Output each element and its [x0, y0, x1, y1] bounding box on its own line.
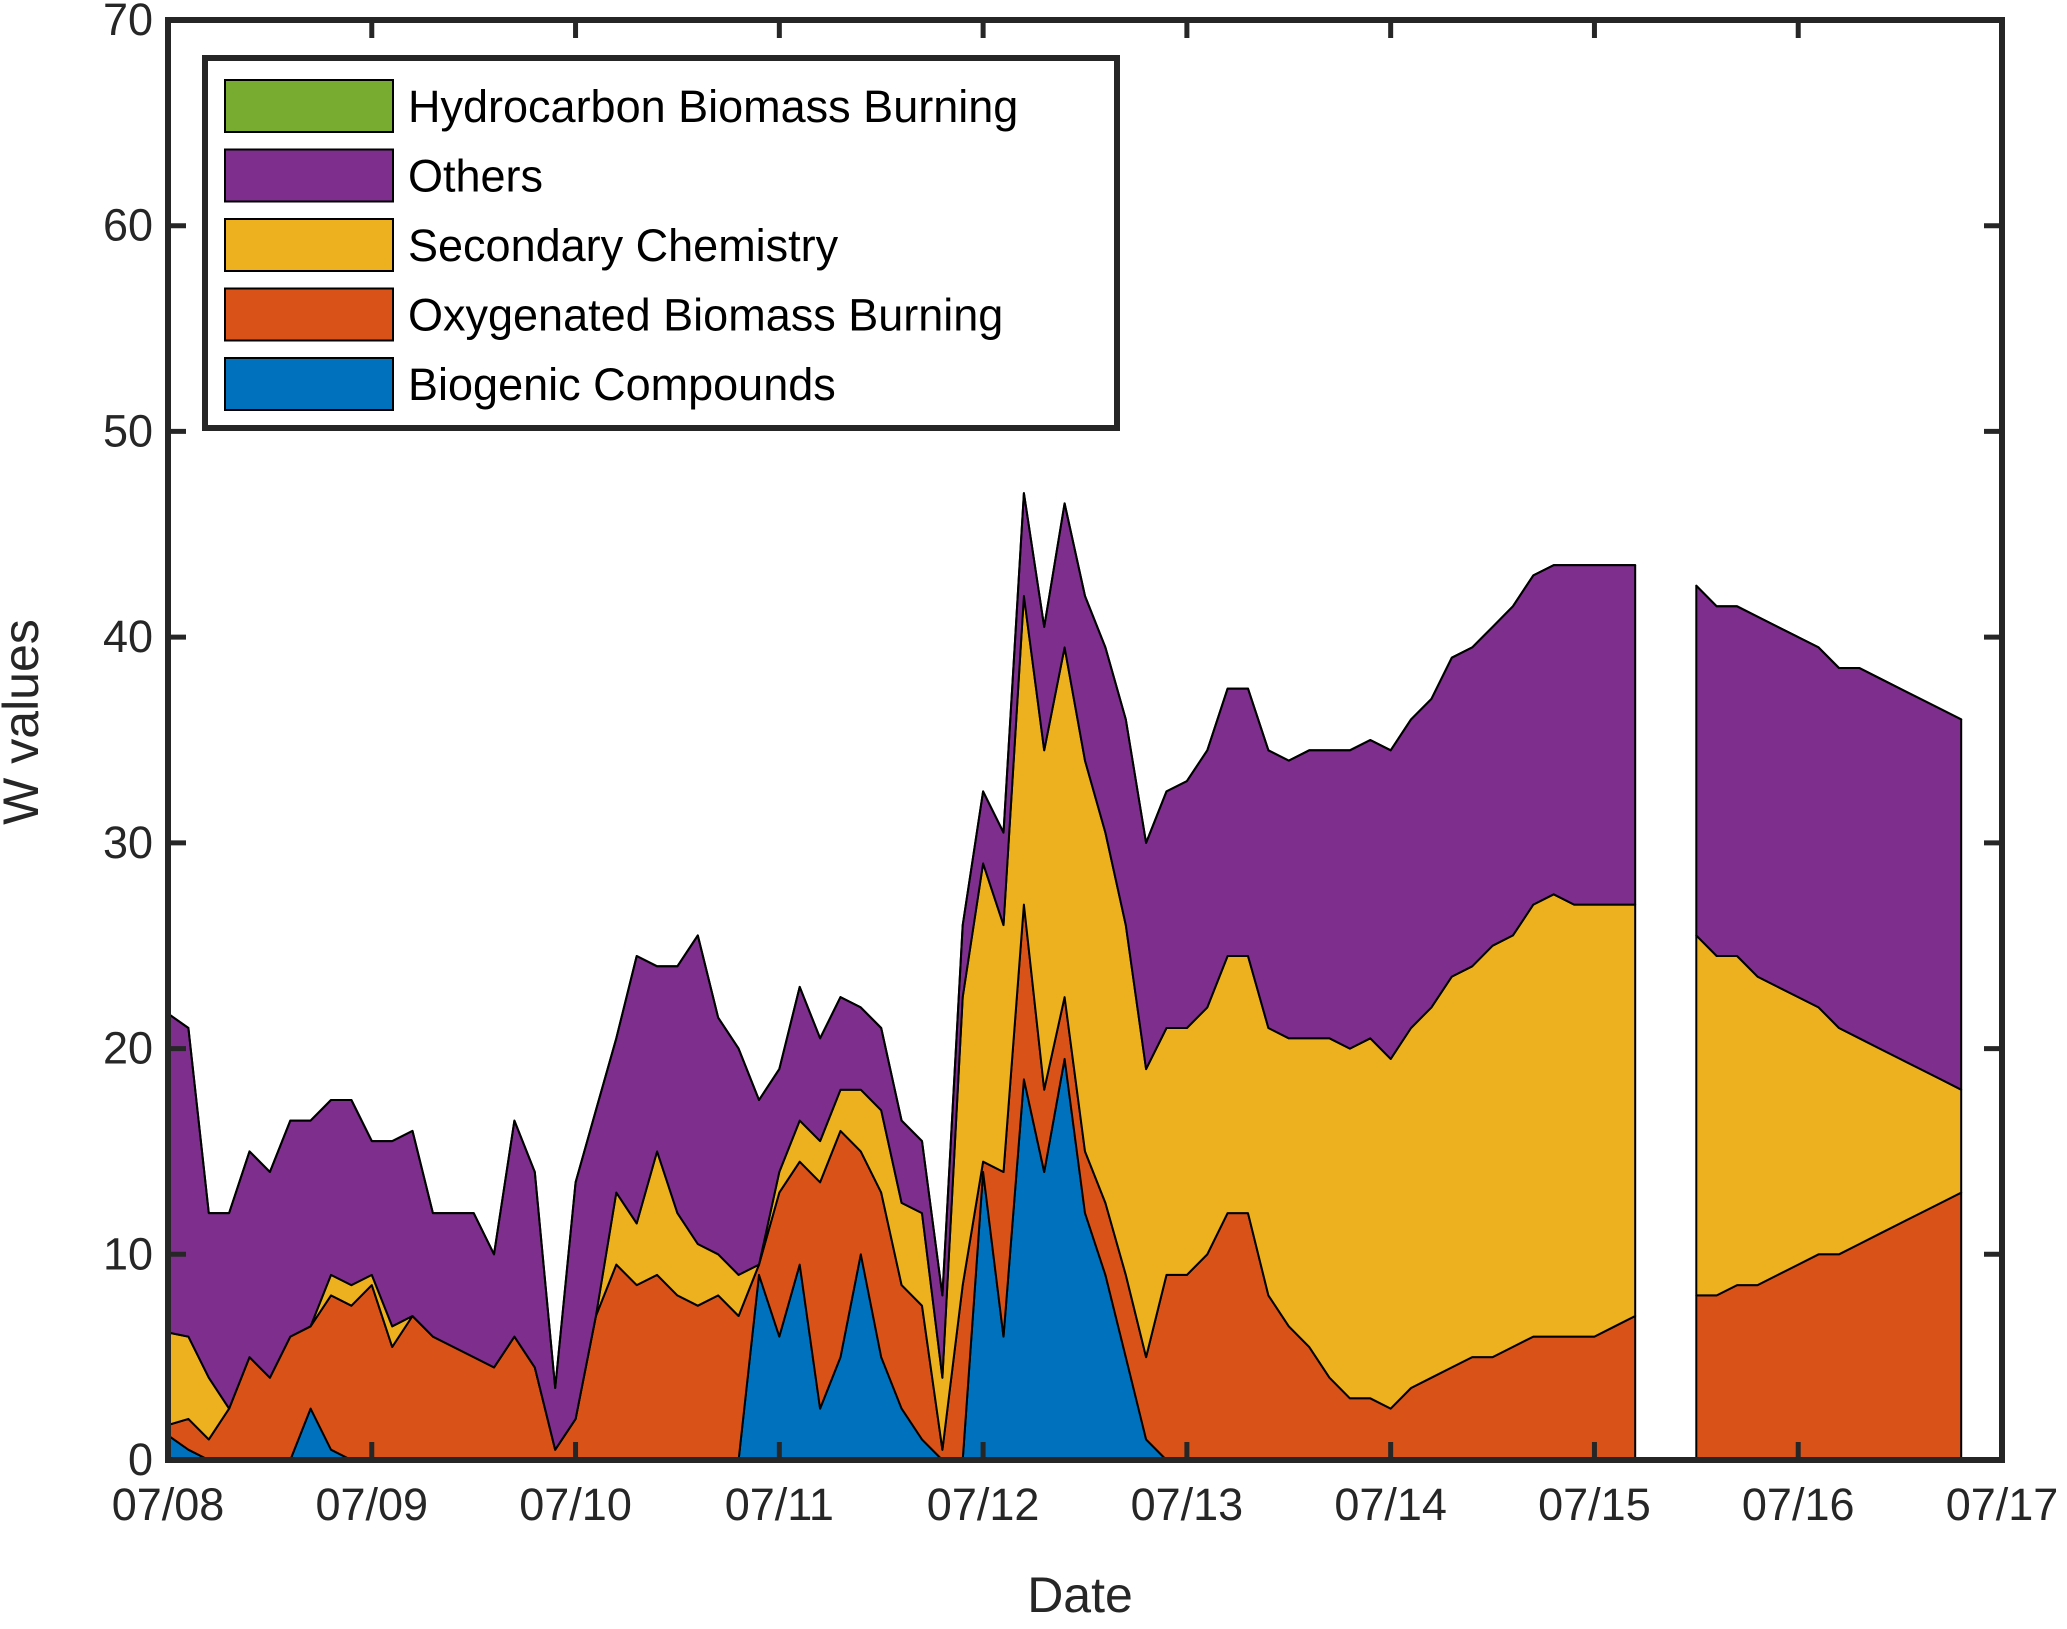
y-tick-label: 60 [103, 200, 153, 251]
y-tick-label: 40 [103, 611, 153, 662]
x-tick-label: 07/13 [1131, 1479, 1244, 1530]
plot-frame [165, 17, 2005, 1463]
x-tick-label: 07/09 [315, 1479, 428, 1530]
legend-swatch [224, 218, 394, 272]
legend: Hydrocarbon Biomass Burning Others Seconda… [202, 55, 1120, 431]
axis-layer: 07/08 07/09 07/10 07/11 07/12 07/13 07/14 07/15… [103, 0, 2058, 1530]
x-tick-label: 07/12 [927, 1479, 1040, 1530]
legend-swatch [224, 79, 394, 133]
legend-swatch [224, 287, 394, 342]
area-hydrocarbon-biomass-burning-0 [167, 492, 1637, 1389]
x-tick-label: 07/15 [1538, 1479, 1651, 1530]
y-axis-title: W values [0, 619, 49, 825]
y-tick-label: 20 [103, 1023, 153, 1074]
y-tick-label: 10 [103, 1228, 153, 1279]
legend-swatch [224, 148, 394, 203]
y-tick-label: 0 [128, 1434, 153, 1485]
area-hydrocarbon-biomass-burning-1 [1695, 584, 1963, 721]
x-axis-title: Date [1027, 1567, 1133, 1623]
legend-label: Others [408, 151, 543, 202]
x-tick-label: 07/17 [1946, 1479, 2059, 1530]
y-tick-label: 30 [103, 817, 153, 868]
y-tick-label: 50 [103, 405, 153, 456]
x-tick-label: 07/14 [1334, 1479, 1447, 1530]
x-tick-label: 07/08 [112, 1479, 225, 1530]
legend-swatch [224, 357, 394, 411]
legend-label: Secondary Chemistry [408, 220, 839, 271]
x-tick-label: 07/11 [725, 1479, 834, 1530]
legend-label: Oxygenated Biomass Burning [408, 290, 1003, 341]
x-tick-label: 07/16 [1742, 1479, 1855, 1530]
y-tick-label: 70 [103, 0, 153, 45]
legend-label: Biogenic Compounds [408, 359, 836, 410]
x-tick-label: 07/10 [519, 1479, 632, 1530]
area-layer [167, 492, 1963, 1461]
legend-label: Hydrocarbon Biomass Burning [408, 81, 1018, 132]
